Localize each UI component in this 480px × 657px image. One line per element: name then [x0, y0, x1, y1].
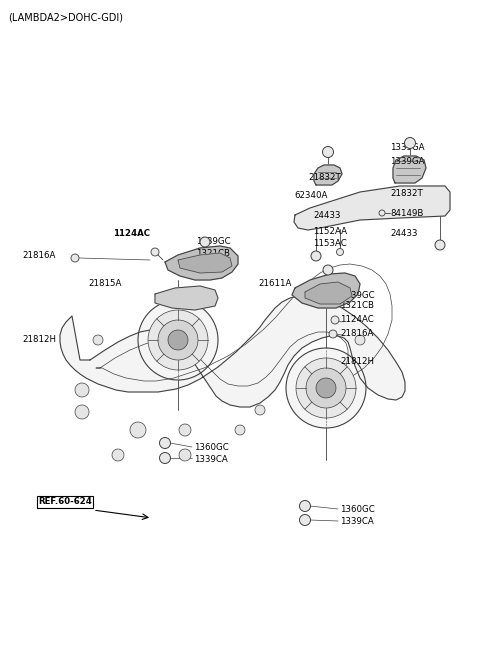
Polygon shape: [165, 246, 238, 280]
Text: 24433: 24433: [313, 212, 340, 221]
Text: 62340A: 62340A: [294, 191, 327, 200]
Circle shape: [138, 300, 218, 380]
Circle shape: [336, 248, 344, 256]
Circle shape: [112, 449, 124, 461]
Circle shape: [168, 330, 188, 350]
Circle shape: [311, 251, 321, 261]
Circle shape: [255, 405, 265, 415]
Text: 1321CB: 1321CB: [196, 248, 230, 258]
Circle shape: [316, 378, 336, 398]
Circle shape: [179, 424, 191, 436]
Text: 21812H: 21812H: [340, 357, 374, 367]
Text: 21832T: 21832T: [308, 173, 341, 183]
Polygon shape: [178, 253, 232, 273]
Circle shape: [179, 449, 191, 461]
Text: 1124AC: 1124AC: [113, 229, 150, 237]
Circle shape: [286, 348, 366, 428]
Text: 21812H: 21812H: [22, 336, 56, 344]
Text: 21611A: 21611A: [258, 279, 291, 288]
Text: 1339CA: 1339CA: [194, 455, 228, 464]
Circle shape: [296, 358, 356, 418]
Circle shape: [151, 248, 159, 256]
Circle shape: [355, 335, 365, 345]
Text: 1124AC: 1124AC: [340, 315, 374, 325]
Text: 1339GC: 1339GC: [340, 290, 374, 300]
Circle shape: [200, 237, 210, 247]
Circle shape: [75, 405, 89, 419]
Text: 21832T: 21832T: [390, 189, 423, 198]
Text: 21815A: 21815A: [88, 279, 121, 288]
Circle shape: [379, 210, 385, 216]
Circle shape: [71, 254, 79, 262]
Circle shape: [75, 383, 89, 397]
Text: REF.60-624: REF.60-624: [38, 497, 92, 507]
Circle shape: [130, 422, 146, 438]
Circle shape: [306, 368, 346, 408]
Circle shape: [435, 240, 445, 250]
Polygon shape: [294, 186, 450, 230]
Text: 1152AA: 1152AA: [313, 227, 347, 235]
Circle shape: [300, 501, 311, 512]
Circle shape: [159, 453, 170, 463]
Polygon shape: [305, 282, 352, 304]
Text: 21816A: 21816A: [22, 252, 55, 260]
Polygon shape: [393, 156, 426, 183]
Circle shape: [159, 438, 170, 449]
Circle shape: [323, 147, 334, 158]
Text: 24433: 24433: [390, 229, 418, 238]
Circle shape: [93, 335, 103, 345]
Polygon shape: [155, 286, 218, 310]
Circle shape: [329, 330, 337, 338]
Text: 1339GA: 1339GA: [390, 143, 424, 152]
Text: 21816A: 21816A: [340, 330, 373, 338]
Circle shape: [405, 137, 416, 148]
Circle shape: [323, 265, 333, 275]
Text: 1360GC: 1360GC: [194, 443, 229, 451]
Text: 1321CB: 1321CB: [340, 302, 374, 311]
Text: 1339GA: 1339GA: [390, 158, 424, 166]
Circle shape: [235, 425, 245, 435]
Circle shape: [158, 320, 198, 360]
Circle shape: [300, 514, 311, 526]
Text: 1153AC: 1153AC: [313, 238, 347, 248]
Polygon shape: [292, 273, 360, 308]
Text: 1339CA: 1339CA: [340, 518, 374, 526]
Polygon shape: [314, 165, 342, 185]
Text: (LAMBDA2>DOHC-GDI): (LAMBDA2>DOHC-GDI): [8, 12, 123, 22]
Circle shape: [148, 310, 208, 370]
Text: 1360GC: 1360GC: [340, 505, 375, 514]
Polygon shape: [60, 296, 405, 407]
Circle shape: [331, 316, 339, 324]
Text: 1339GC: 1339GC: [196, 237, 230, 246]
Text: 84149B: 84149B: [390, 208, 423, 217]
